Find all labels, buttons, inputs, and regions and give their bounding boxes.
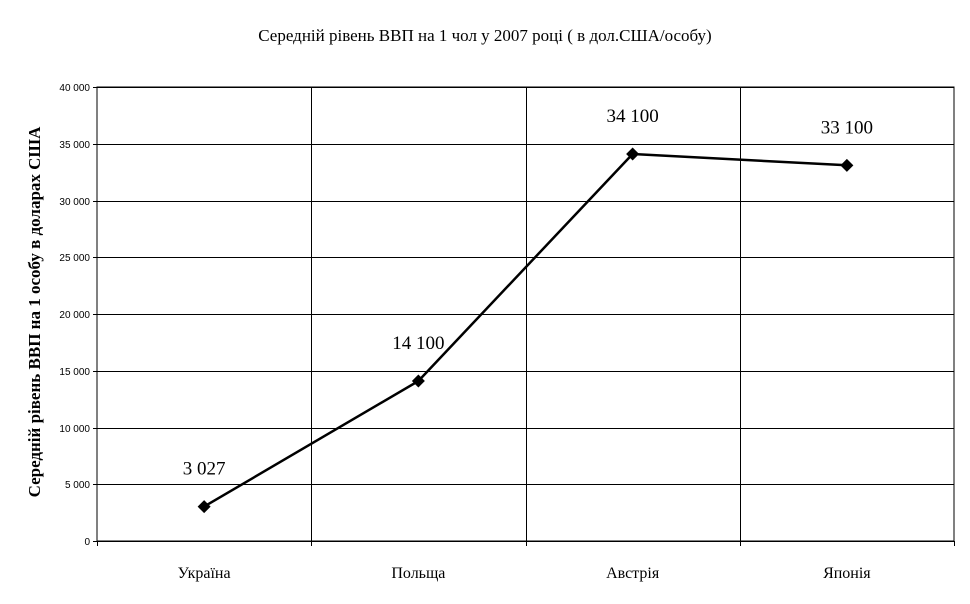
chart-title: Середній рівень ВВП на 1 чол у 2007 році… — [258, 26, 711, 45]
y-tick-label: 0 — [84, 537, 90, 548]
y-tick-label: 40 000 — [59, 83, 90, 94]
y-tick-label: 20 000 — [59, 310, 90, 321]
y-tick-label: 25 000 — [59, 253, 90, 264]
data-point-marker — [840, 158, 854, 172]
data-point-marker — [411, 374, 425, 388]
series-line — [203, 152, 847, 508]
y-axis-label: Середній рівень ВВП на 1 особу в доларах… — [25, 126, 44, 497]
x-tick-label: Австрія — [606, 565, 660, 582]
data-label: 14 100 — [392, 333, 444, 354]
data-point-marker — [197, 500, 211, 514]
data-label: 3 027 — [183, 459, 226, 480]
x-tick-label: Японія — [823, 565, 871, 582]
plot-area: 0 5 000 10 000 15 000 20 000 25 000 30 000 35 0… — [59, 83, 955, 582]
x-tick-label: Україна — [178, 565, 231, 582]
data-label: 34 100 — [607, 106, 659, 127]
data-label: 33 100 — [821, 117, 873, 138]
y-tick-label: 10 000 — [59, 424, 90, 435]
y-tick-label: 35 000 — [59, 140, 90, 151]
y-tick-label: 5 000 — [65, 480, 90, 491]
y-tick-label: 15 000 — [59, 367, 90, 378]
data-point-marker — [626, 147, 640, 161]
x-tick-label: Польща — [391, 565, 445, 582]
y-tick-label: 30 000 — [59, 197, 90, 208]
